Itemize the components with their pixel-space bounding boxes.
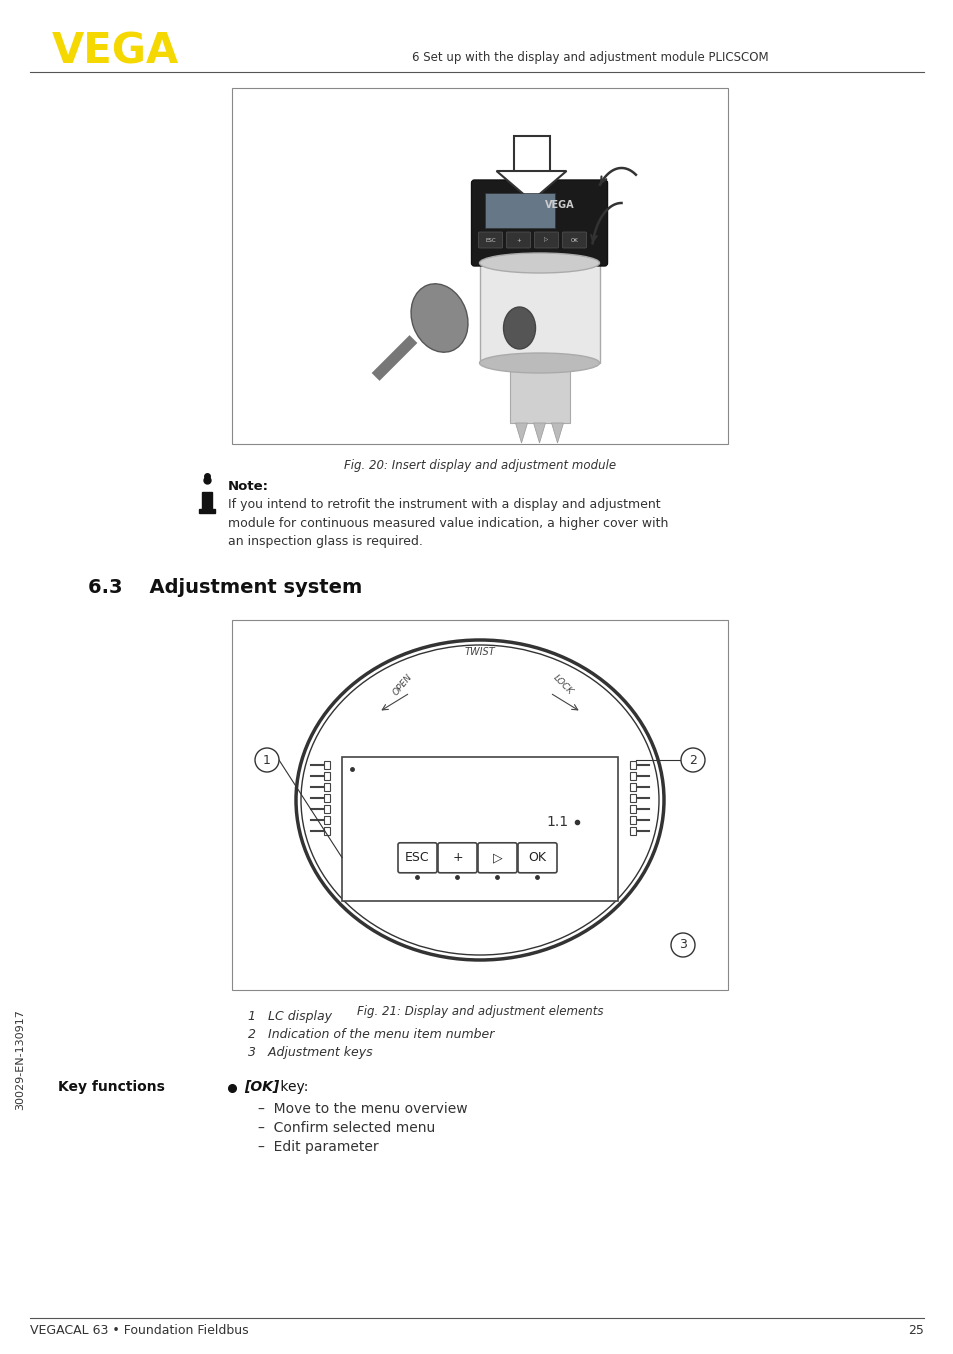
Text: Fig. 21: Display and adjustment elements: Fig. 21: Display and adjustment elements bbox=[356, 1006, 602, 1018]
Text: 6 Set up with the display and adjustment module PLICSCOM: 6 Set up with the display and adjustment… bbox=[412, 51, 767, 65]
Ellipse shape bbox=[295, 640, 663, 960]
Polygon shape bbox=[515, 422, 527, 443]
Bar bbox=[324, 806, 330, 812]
Text: If you intend to retrofit the instrument with a display and adjustment
module fo: If you intend to retrofit the instrument… bbox=[228, 498, 668, 548]
FancyBboxPatch shape bbox=[562, 232, 586, 248]
Ellipse shape bbox=[411, 284, 468, 352]
Text: ▷: ▷ bbox=[492, 852, 502, 864]
Text: Note:: Note: bbox=[228, 481, 269, 493]
Text: 3: 3 bbox=[679, 938, 686, 952]
FancyBboxPatch shape bbox=[506, 232, 530, 248]
Text: +: + bbox=[516, 237, 520, 242]
Bar bbox=[629, 783, 636, 791]
Bar bbox=[324, 761, 330, 769]
Bar bbox=[629, 772, 636, 780]
Text: 25: 25 bbox=[907, 1323, 923, 1336]
Bar bbox=[629, 793, 636, 802]
Bar bbox=[629, 827, 636, 835]
Text: –  Confirm selected menu: – Confirm selected menu bbox=[257, 1121, 435, 1135]
Circle shape bbox=[680, 747, 704, 772]
Text: 3   Adjustment keys: 3 Adjustment keys bbox=[248, 1047, 373, 1059]
Bar bbox=[324, 793, 330, 802]
Bar bbox=[324, 827, 330, 835]
Ellipse shape bbox=[503, 307, 535, 349]
Text: 1.1: 1.1 bbox=[546, 815, 568, 829]
Text: 1: 1 bbox=[263, 753, 271, 766]
FancyBboxPatch shape bbox=[477, 842, 517, 873]
Bar bbox=[479, 263, 598, 363]
Text: –  Move to the menu overview: – Move to the menu overview bbox=[257, 1102, 467, 1116]
Text: –  Edit parameter: – Edit parameter bbox=[257, 1140, 378, 1154]
Ellipse shape bbox=[479, 253, 598, 274]
Bar bbox=[324, 772, 330, 780]
Text: OK: OK bbox=[570, 237, 578, 242]
Text: LOCK: LOCK bbox=[551, 673, 574, 696]
Polygon shape bbox=[533, 422, 545, 443]
Bar bbox=[232, 88, 727, 444]
FancyBboxPatch shape bbox=[534, 232, 558, 248]
Text: Fig. 20: Insert display and adjustment module: Fig. 20: Insert display and adjustment m… bbox=[344, 459, 616, 473]
Bar bbox=[202, 492, 212, 510]
Text: VEGACAL 63 • Foundation Fieldbus: VEGACAL 63 • Foundation Fieldbus bbox=[30, 1323, 249, 1336]
Bar bbox=[513, 135, 549, 183]
Text: 30029-EN-130917: 30029-EN-130917 bbox=[15, 1010, 25, 1110]
Circle shape bbox=[670, 933, 695, 957]
Text: OK: OK bbox=[528, 852, 546, 864]
Ellipse shape bbox=[479, 353, 598, 372]
Ellipse shape bbox=[302, 646, 658, 955]
Bar bbox=[509, 363, 569, 422]
Bar bbox=[484, 194, 554, 227]
Text: Key functions: Key functions bbox=[58, 1080, 165, 1094]
Text: ▷: ▷ bbox=[544, 237, 548, 242]
FancyBboxPatch shape bbox=[437, 842, 476, 873]
Bar bbox=[341, 757, 618, 900]
Ellipse shape bbox=[301, 645, 659, 955]
Bar bbox=[629, 761, 636, 769]
Bar bbox=[629, 816, 636, 825]
Text: TWIST: TWIST bbox=[464, 647, 495, 657]
Text: 2   Indication of the menu item number: 2 Indication of the menu item number bbox=[248, 1028, 494, 1041]
Polygon shape bbox=[496, 171, 566, 200]
FancyBboxPatch shape bbox=[517, 842, 557, 873]
Text: +: + bbox=[452, 852, 462, 864]
Text: key:: key: bbox=[275, 1080, 308, 1094]
FancyBboxPatch shape bbox=[397, 842, 436, 873]
FancyBboxPatch shape bbox=[478, 232, 502, 248]
Bar bbox=[324, 816, 330, 825]
Text: 1   LC display: 1 LC display bbox=[248, 1010, 332, 1024]
Text: VEGA: VEGA bbox=[544, 200, 574, 210]
Text: 6.3    Adjustment system: 6.3 Adjustment system bbox=[88, 578, 362, 597]
FancyBboxPatch shape bbox=[471, 180, 607, 265]
Polygon shape bbox=[551, 422, 563, 443]
Bar bbox=[629, 806, 636, 812]
Bar bbox=[324, 783, 330, 791]
Text: [OK]: [OK] bbox=[244, 1080, 279, 1094]
Text: ESC: ESC bbox=[405, 852, 430, 864]
Circle shape bbox=[254, 747, 278, 772]
Text: 2: 2 bbox=[688, 753, 697, 766]
Bar bbox=[232, 620, 727, 990]
Text: OPEN: OPEN bbox=[391, 673, 414, 697]
Text: ESC: ESC bbox=[485, 237, 496, 242]
Bar bbox=[199, 509, 214, 513]
Text: VEGA: VEGA bbox=[52, 31, 179, 73]
